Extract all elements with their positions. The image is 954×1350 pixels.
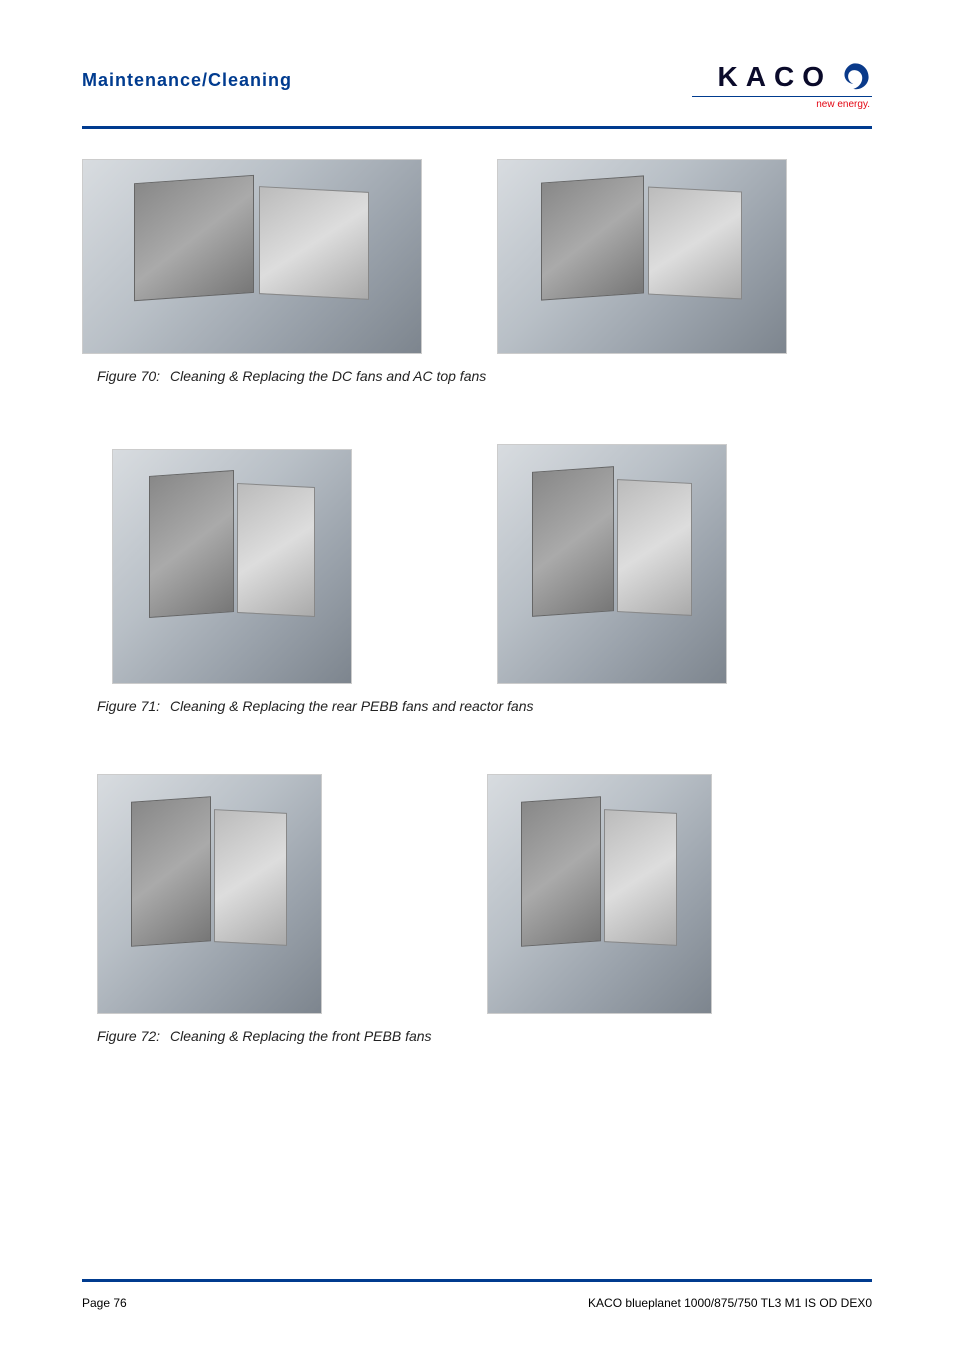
figure-71: Figure 71: Cleaning & Replacing the rear… <box>82 444 872 714</box>
figure-72-caption: Figure 72: Cleaning & Replacing the fron… <box>82 1028 872 1044</box>
page-footer: Page 76 KACO blueplanet 1000/875/750 TL3… <box>82 1249 872 1310</box>
figure-72-image-b <box>487 774 712 1014</box>
page-number: Page 76 <box>82 1296 127 1310</box>
footer-row: Page 76 KACO blueplanet 1000/875/750 TL3… <box>82 1296 872 1310</box>
figure-71-images <box>82 444 872 684</box>
footer-rule <box>82 1279 872 1282</box>
figure-caption-text: Cleaning & Replacing the rear PEBB fans … <box>170 698 533 714</box>
figure-70-image-b <box>497 159 787 354</box>
figure-70-image-a <box>82 159 422 354</box>
figure-num: Figure 72: <box>97 1028 160 1044</box>
doc-code: KACO blueplanet 1000/875/750 TL3 M1 IS O… <box>588 1296 872 1310</box>
logo-tagline: new energy. <box>692 96 872 110</box>
figure-71-image-b <box>497 444 727 684</box>
header-rule <box>82 126 872 129</box>
figure-71-image-a <box>112 449 352 684</box>
logo-block: KACO new energy. <box>692 60 872 110</box>
figure-num: Figure 71: <box>97 698 160 714</box>
figure-caption-text: Cleaning & Replacing the front PEBB fans <box>170 1028 432 1044</box>
section-title: Maintenance/Cleaning <box>82 60 292 91</box>
page-header: Maintenance/Cleaning KACO new energy. <box>82 60 872 122</box>
logo-swirl-icon <box>838 60 872 94</box>
page: Maintenance/Cleaning KACO new energy. Fi… <box>0 0 954 1350</box>
figure-72: Figure 72: Cleaning & Replacing the fron… <box>82 774 872 1044</box>
content-area: Figure 70: Cleaning & Replacing the DC f… <box>82 159 872 1249</box>
logo-row: KACO <box>718 60 872 94</box>
logo-text: KACO <box>718 61 832 93</box>
figure-caption-text: Cleaning & Replacing the DC fans and AC … <box>170 368 486 384</box>
figure-71-caption: Figure 71: Cleaning & Replacing the rear… <box>82 698 872 714</box>
figure-70: Figure 70: Cleaning & Replacing the DC f… <box>82 159 872 384</box>
figure-70-caption: Figure 70: Cleaning & Replacing the DC f… <box>82 368 872 384</box>
figure-num: Figure 70: <box>97 368 160 384</box>
figure-72-image-a <box>97 774 322 1014</box>
figure-72-images <box>82 774 872 1014</box>
figure-70-images <box>82 159 872 354</box>
